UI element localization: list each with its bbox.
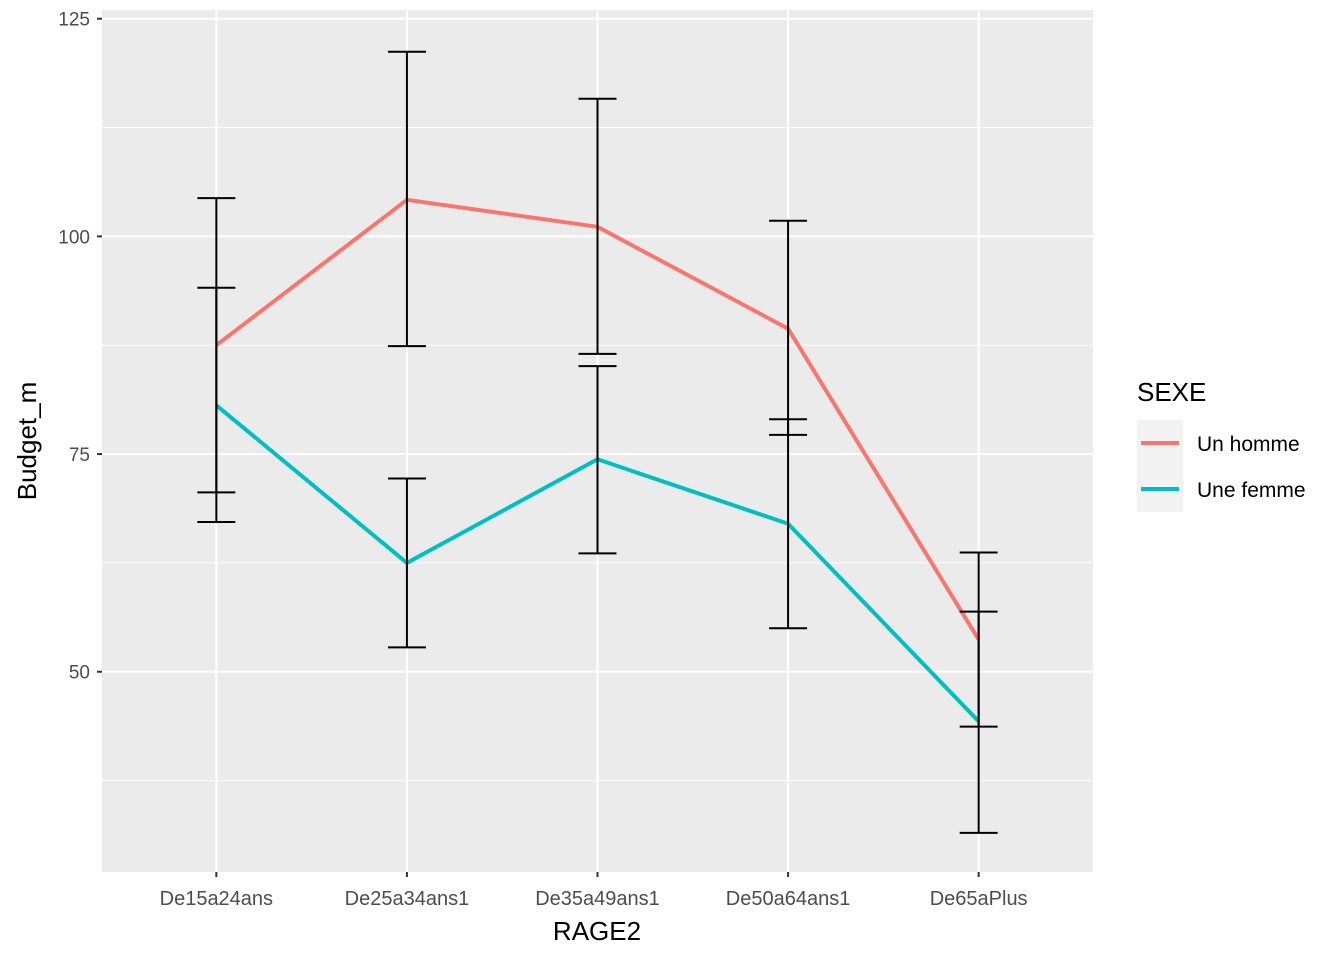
errorbar	[769, 418, 808, 630]
errorbar	[578, 365, 617, 555]
y-tick-label: 75	[69, 445, 90, 466]
legend-title: SEXE	[1137, 377, 1206, 407]
x-tick-label: De65aPlus	[930, 888, 1028, 910]
errorbar	[387, 50, 426, 348]
errorbar	[197, 286, 236, 523]
legend-label: Une femme	[1197, 479, 1306, 502]
legend: SEXE Un homme Une femme	[1137, 377, 1306, 512]
x-tick-label: De50a64ans1	[726, 888, 851, 910]
y-axis-title: Budget_m	[12, 382, 42, 501]
errorbar	[578, 97, 617, 355]
y-tick-label: 100	[58, 227, 90, 248]
x-tick-label: De15a24ans	[160, 888, 273, 910]
x-tick-label: De25a34ans1	[345, 888, 470, 910]
errorbar	[387, 477, 426, 649]
legend-label: Un homme	[1197, 433, 1300, 456]
y-tick-label: 50	[69, 663, 90, 684]
errorbar	[959, 610, 998, 834]
y-tick-label: 125	[58, 10, 90, 31]
x-tick-label: De35a49ans1	[535, 888, 660, 910]
x-axis-title: RAGE2	[553, 916, 641, 946]
